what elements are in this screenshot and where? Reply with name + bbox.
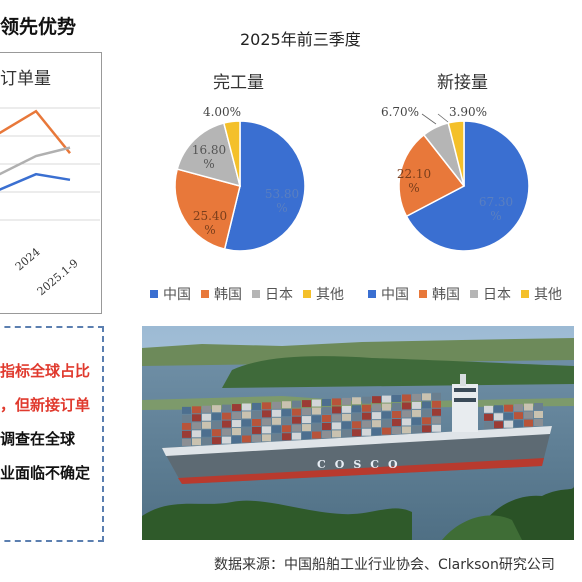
pie-leader-line [421, 113, 437, 125]
x-tick-label: 2025.1-9 [35, 257, 81, 299]
pie-slice-other [222, 120, 241, 187]
data-source-note: 数据来源：中国船舶工业行业协会、Clarkson研究公司 [214, 557, 555, 573]
order-line-series-3 [0, 172, 71, 191]
pie-slice-japan [176, 122, 242, 188]
pie-data-label: 22.10% [397, 167, 431, 195]
container-ship-photo: COSCO [142, 326, 574, 540]
pie-slice-korea [398, 133, 466, 218]
legend-label: 中国 [163, 287, 191, 303]
pie-slice-china [223, 120, 306, 252]
legend-swatch [201, 290, 209, 298]
bullet-line-2: ，但新接订单 [0, 396, 91, 414]
completions-pie-chart: 53.80 % 25.40 % 16.80 % 4.00% [174, 105, 306, 252]
completions-pie-title: 完工量 [213, 73, 264, 93]
legend-item-other: 其他 [521, 284, 562, 304]
pie-slice-china [405, 120, 530, 252]
order-line-series-1 [0, 109, 71, 154]
legend-swatch [252, 290, 260, 298]
order-volume-chart-title: 订单量 [0, 69, 51, 89]
legend-swatch [368, 290, 376, 298]
bullet-line-1: 指标全球占比 [0, 362, 91, 380]
legend-item-japan: 日本 [470, 284, 511, 304]
legend-label: 韩国 [432, 287, 460, 303]
pie-data-label: 4.00% [203, 105, 241, 119]
pie-data-label: 53.80% [265, 187, 299, 215]
legend-label: 韩国 [214, 287, 242, 303]
legend-label: 中国 [381, 287, 409, 303]
new-orders-legend: 中国 韩国 日本 其他 [368, 284, 572, 304]
bullet-box [0, 326, 104, 542]
bullet-line-3: 调查在全球 [0, 430, 76, 448]
legend-item-japan: 日本 [252, 284, 293, 304]
completions-legend: 中国 韩国 日本 其他 [150, 284, 354, 304]
legend-swatch [470, 290, 478, 298]
x-tick-label: 2024 [13, 245, 43, 273]
container-ship-illustration: COSCO [142, 326, 574, 540]
period-title: 2025年前三季度 [240, 30, 361, 49]
pie-data-label: 67.30% [479, 195, 513, 223]
legend-swatch [150, 290, 158, 298]
legend-swatch [303, 290, 311, 298]
pie-slice-other [447, 120, 465, 187]
pie-slice-korea [174, 168, 241, 251]
pie-data-label: 16.80% [192, 143, 226, 171]
legend-item-other: 其他 [303, 284, 344, 304]
headline: 领先优势 [0, 16, 77, 38]
pie-leader-line [437, 113, 449, 123]
legend-item-korea: 韩国 [419, 284, 460, 304]
legend-item-korea: 韩国 [201, 284, 242, 304]
legend-label: 其他 [534, 287, 562, 303]
ship-hull-lettering: COSCO [317, 458, 407, 471]
legend-swatch [521, 290, 529, 298]
order-volume-chart-frame [0, 52, 102, 314]
legend-swatch [419, 290, 427, 298]
legend-item-china: 中国 [368, 284, 409, 304]
bullet-line-4: 业面临不确定 [0, 464, 91, 482]
new-orders-pie-chart: 67.30 % 22.10 % 6.70% 3.90% [381, 105, 530, 252]
pie-data-label: 25.40% [193, 209, 227, 237]
legend-label: 日本 [483, 287, 511, 303]
legend-label: 其他 [316, 287, 344, 303]
new-orders-pie-title: 新接量 [437, 73, 488, 93]
legend-label: 日本 [265, 287, 293, 303]
legend-item-china: 中国 [150, 284, 191, 304]
pie-data-label: 3.90% [449, 105, 487, 119]
pie-data-label: 6.70% [381, 105, 419, 119]
